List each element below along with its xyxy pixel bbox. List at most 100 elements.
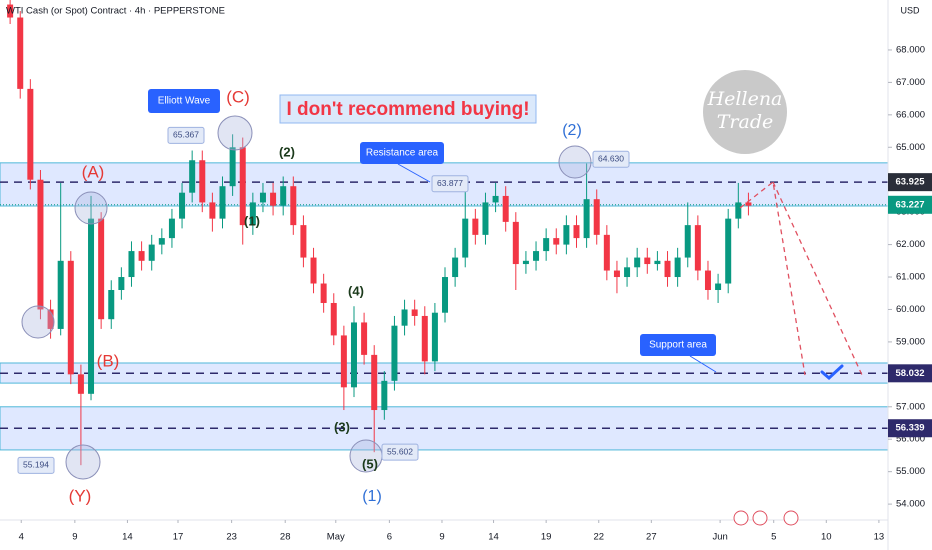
wave-label: (3) [334, 419, 350, 434]
level-label: 58.032 [895, 368, 924, 379]
price-tag: 64.630 [598, 154, 624, 164]
candle-body [17, 17, 24, 89]
candle-body [472, 218, 479, 235]
candle-body [361, 322, 368, 355]
price-tag: 65.367 [173, 130, 199, 140]
level-label: 63.925 [895, 177, 925, 188]
candle-body [320, 283, 327, 303]
level-labels: 63.925 63.227 58.032 56.339 [888, 173, 932, 438]
candle-body [88, 218, 95, 394]
y-tick-label: 57.000 [896, 401, 925, 412]
callout-line [689, 355, 717, 373]
wave-label: (B) [97, 351, 120, 370]
x-tick-label: 27 [646, 532, 657, 543]
y-tick-label: 68.000 [896, 44, 925, 55]
candle-body [674, 257, 681, 278]
candle-body [613, 270, 620, 278]
level-label-box [888, 419, 932, 438]
candle-body [603, 234, 610, 271]
candle-body [300, 225, 307, 258]
wave-label: (Y) [69, 486, 92, 505]
x-tick-label: 14 [488, 532, 499, 543]
callout-box [640, 334, 716, 356]
y-tick-label: 59.000 [896, 336, 925, 347]
candle-body [684, 225, 691, 258]
callout: Support area [649, 340, 707, 351]
event-icon [733, 510, 749, 526]
price-tag: 55.194 [23, 460, 49, 470]
candle-body [715, 283, 722, 291]
candle-body [290, 186, 297, 226]
circle [558, 145, 592, 179]
x-tick-label: 13 [874, 532, 885, 543]
y-tick-label: 61.000 [896, 272, 925, 283]
callout: Resistance area [366, 148, 439, 159]
level-label-box [888, 195, 932, 214]
x-tick-label: 5 [771, 532, 776, 543]
projection-path [739, 180, 806, 376]
wave-labels: (A) (B) (C) (Y) (2) (1) (4) (3) (5) (2) (1) [69, 87, 582, 505]
y-tick-label: 62.000 [896, 239, 925, 250]
x-tick-label: 14 [122, 532, 133, 543]
candle-body [310, 257, 317, 284]
x-tick-label: 22 [593, 532, 604, 543]
circle [74, 191, 108, 225]
callout: Elliott Wave [158, 96, 211, 107]
symbol-title: WTI Cash (or Spot) Contract · 4h · PEPPE… [6, 6, 225, 17]
levels [0, 181, 888, 429]
candle-body [259, 192, 266, 203]
headline-box [279, 94, 537, 124]
candle-body [593, 199, 600, 235]
candle-body [7, 4, 14, 18]
candle-body [199, 160, 206, 203]
candle-body [371, 354, 378, 411]
wave-label: (A) [82, 162, 105, 181]
x-tick-label: 4 [19, 532, 24, 543]
candle-body [543, 238, 550, 252]
candle-body [664, 260, 671, 278]
circle [21, 305, 55, 339]
candle-body [492, 195, 499, 203]
candle-body [138, 251, 145, 261]
y-tick-label: 56.000 [896, 434, 925, 445]
candle-body [209, 202, 216, 219]
price-tags: 65.367 63.877 64.630 55.194 55.602 [17, 126, 630, 474]
candle-body [350, 322, 357, 388]
candle-body [694, 225, 701, 271]
candle-body [522, 260, 529, 265]
candle-body [634, 257, 641, 268]
wave-label: (4) [348, 283, 364, 298]
candle-body [411, 309, 418, 316]
x-tick-label: 10 [821, 532, 832, 543]
y-tick-label: 66.000 [896, 109, 925, 120]
candle-body [735, 202, 742, 219]
event-icons [733, 510, 799, 526]
projection [739, 180, 863, 376]
x-tick-label: 9 [72, 532, 77, 543]
y-tick-label: 67.000 [896, 77, 925, 88]
price-tag-box [381, 443, 419, 461]
candle-body [563, 225, 570, 245]
candle-body [280, 186, 287, 206]
price-tag-box [17, 456, 55, 474]
x-tick-label: May [327, 532, 345, 543]
highlight-circles [21, 115, 592, 480]
price-tag-box [167, 126, 205, 144]
candle-body [98, 218, 105, 320]
candle-body [47, 309, 54, 329]
price-axis-bg [888, 0, 932, 550]
candle-body [330, 302, 337, 336]
callout-line [397, 163, 431, 183]
wave-label: (1) [244, 213, 260, 228]
candle-body [533, 251, 540, 261]
candles [7, 0, 752, 466]
y-tick-label: 55.000 [896, 466, 925, 477]
candle-body [624, 267, 631, 278]
price-tag-box [431, 175, 469, 193]
x-tick-label: 6 [387, 532, 392, 543]
candle-body [128, 251, 135, 278]
candle-body [27, 88, 34, 180]
candle-body [502, 195, 509, 222]
callout-box [360, 142, 444, 164]
